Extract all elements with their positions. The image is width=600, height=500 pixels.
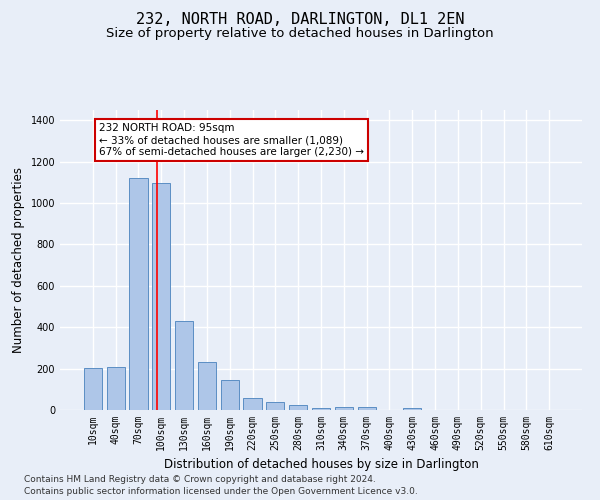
Bar [198, 362, 216, 410]
Text: Contains HM Land Registry data © Crown copyright and database right 2024.: Contains HM Land Registry data © Crown c… [24, 475, 376, 484]
Bar [244, 398, 262, 410]
X-axis label: Distribution of detached houses by size in Darlington: Distribution of detached houses by size … [164, 458, 478, 471]
Text: 232, NORTH ROAD, DARLINGTON, DL1 2EN: 232, NORTH ROAD, DARLINGTON, DL1 2EN [136, 12, 464, 28]
Bar [312, 408, 330, 410]
Bar [266, 402, 284, 410]
Bar [335, 407, 353, 410]
Text: 232 NORTH ROAD: 95sqm
← 33% of detached houses are smaller (1,089)
67% of semi-d: 232 NORTH ROAD: 95sqm ← 33% of detached … [100, 124, 364, 156]
Bar [130, 178, 148, 410]
Bar [403, 408, 421, 410]
Text: Size of property relative to detached houses in Darlington: Size of property relative to detached ho… [106, 28, 494, 40]
Y-axis label: Number of detached properties: Number of detached properties [12, 167, 25, 353]
Bar [152, 184, 170, 410]
Bar [107, 366, 125, 410]
Bar [84, 368, 102, 410]
Text: Contains public sector information licensed under the Open Government Licence v3: Contains public sector information licen… [24, 487, 418, 496]
Bar [175, 321, 193, 410]
Bar [289, 405, 307, 410]
Bar [221, 380, 239, 410]
Bar [358, 407, 376, 410]
